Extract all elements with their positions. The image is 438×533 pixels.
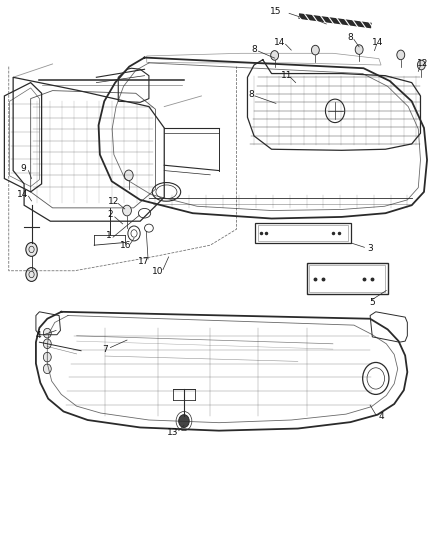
Circle shape	[325, 99, 345, 123]
Circle shape	[26, 268, 37, 281]
Text: 11: 11	[281, 71, 293, 80]
Circle shape	[26, 243, 37, 256]
Text: 4: 4	[378, 413, 384, 421]
Text: 2: 2	[108, 211, 113, 219]
Text: 14: 14	[274, 38, 285, 47]
Circle shape	[123, 205, 131, 216]
Text: 12: 12	[108, 197, 120, 206]
Circle shape	[128, 226, 140, 241]
Circle shape	[179, 415, 189, 427]
Circle shape	[397, 50, 405, 60]
Text: 3: 3	[367, 244, 373, 253]
Circle shape	[417, 60, 425, 70]
Circle shape	[43, 352, 51, 362]
Bar	[309, 265, 385, 292]
Text: 8: 8	[251, 45, 257, 53]
Text: 8: 8	[248, 90, 254, 99]
Text: 13: 13	[167, 429, 179, 437]
Circle shape	[124, 170, 133, 181]
Circle shape	[43, 339, 51, 349]
Text: 15: 15	[270, 7, 282, 15]
Text: 1: 1	[106, 231, 112, 240]
Text: 7: 7	[102, 345, 108, 353]
Text: 12: 12	[417, 60, 428, 68]
Bar	[307, 263, 388, 294]
Text: 5: 5	[369, 298, 375, 307]
Text: 16: 16	[120, 241, 132, 249]
Text: 4: 4	[36, 332, 41, 340]
Text: 9: 9	[20, 165, 26, 173]
Circle shape	[355, 45, 363, 54]
Circle shape	[43, 364, 51, 374]
Text: 14: 14	[17, 190, 28, 199]
Circle shape	[43, 328, 51, 338]
Bar	[255, 223, 351, 243]
Circle shape	[311, 45, 319, 55]
Circle shape	[271, 51, 279, 60]
Text: 10: 10	[152, 268, 163, 276]
Text: 17: 17	[138, 257, 149, 265]
Bar	[258, 225, 348, 241]
Text: 8: 8	[347, 33, 353, 42]
Text: 14: 14	[372, 38, 383, 47]
